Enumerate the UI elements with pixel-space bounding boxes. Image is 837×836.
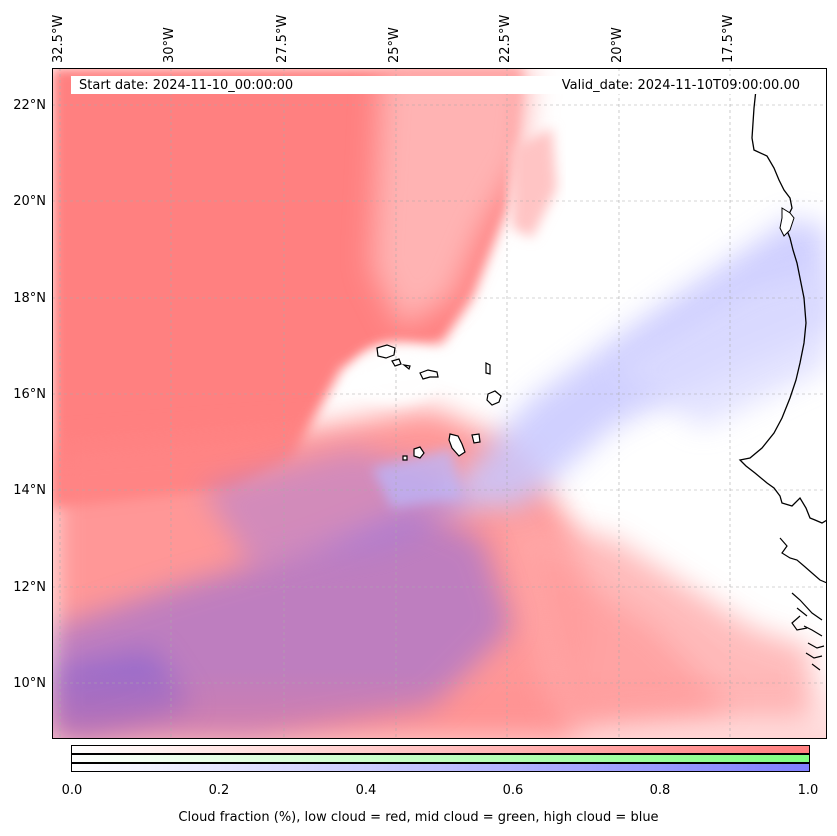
lon-label-27.5w: 27.5°W [275, 14, 290, 63]
colorbar-tick: 1.0 [797, 783, 819, 798]
colorbar-label: Cloud fraction (%), low cloud = red, mid… [178, 810, 659, 825]
island-santa-luzia [401, 364, 411, 371]
lon-label-22.5w: 22.5°W [498, 14, 513, 63]
lat-label-20n: 20°N [13, 194, 46, 209]
colorbar-tick: 0.0 [61, 783, 83, 798]
lat-label-14n: 14°N [13, 483, 46, 498]
island-maio [471, 433, 481, 444]
colorbar-high-cloud [71, 763, 810, 772]
southern-strip [52, 668, 827, 739]
colorbar-tick: 0.8 [649, 783, 671, 798]
colorbar-mid-cloud [71, 754, 810, 763]
lon-label-32.5w: 32.5°W [51, 14, 66, 63]
date-header-box [71, 76, 811, 94]
island-santo-antao [376, 344, 396, 359]
clear-sky-patch [352, 343, 442, 403]
colorbar-tick: 0.2 [208, 783, 230, 798]
cape-verde-islands [376, 344, 502, 461]
island-sao-nicolau [419, 369, 439, 380]
colorbar-low-cloud [71, 745, 810, 754]
island-sal [485, 362, 491, 375]
cape-coast-feature [779, 207, 795, 237]
island-santiago [448, 433, 466, 457]
lat-label-12n: 12°N [13, 580, 46, 595]
start-date-text: Start date: 2024-11-10_00:00:00 [79, 78, 294, 93]
coast-islands-south [779, 537, 827, 671]
lon-label-30w: 30°W [162, 27, 177, 63]
lon-label-25w: 25°W [387, 27, 402, 63]
island-boa-vista [486, 390, 502, 406]
map-canvas [52, 68, 827, 739]
colorbar-tick: 0.4 [355, 783, 377, 798]
lat-label-18n: 18°N [13, 291, 46, 306]
island-brava [402, 455, 408, 461]
lat-label-16n: 16°N [13, 387, 46, 402]
colorbar-tick: 0.6 [502, 783, 524, 798]
lat-label-22n: 22°N [13, 98, 46, 113]
lon-label-20w: 20°W [610, 27, 625, 63]
lon-label-17.5w: 17.5°W [721, 14, 736, 63]
island-sao-vicente [391, 358, 402, 367]
valid-date-text: Valid_date: 2024-11-10T09:00:00.00 [561, 78, 800, 93]
island-fogo [413, 446, 425, 459]
africa-coastline [738, 79, 827, 524]
lat-label-10n: 10°N [13, 676, 46, 691]
graticule [52, 68, 827, 739]
cloud-fraction-map [52, 68, 827, 739]
